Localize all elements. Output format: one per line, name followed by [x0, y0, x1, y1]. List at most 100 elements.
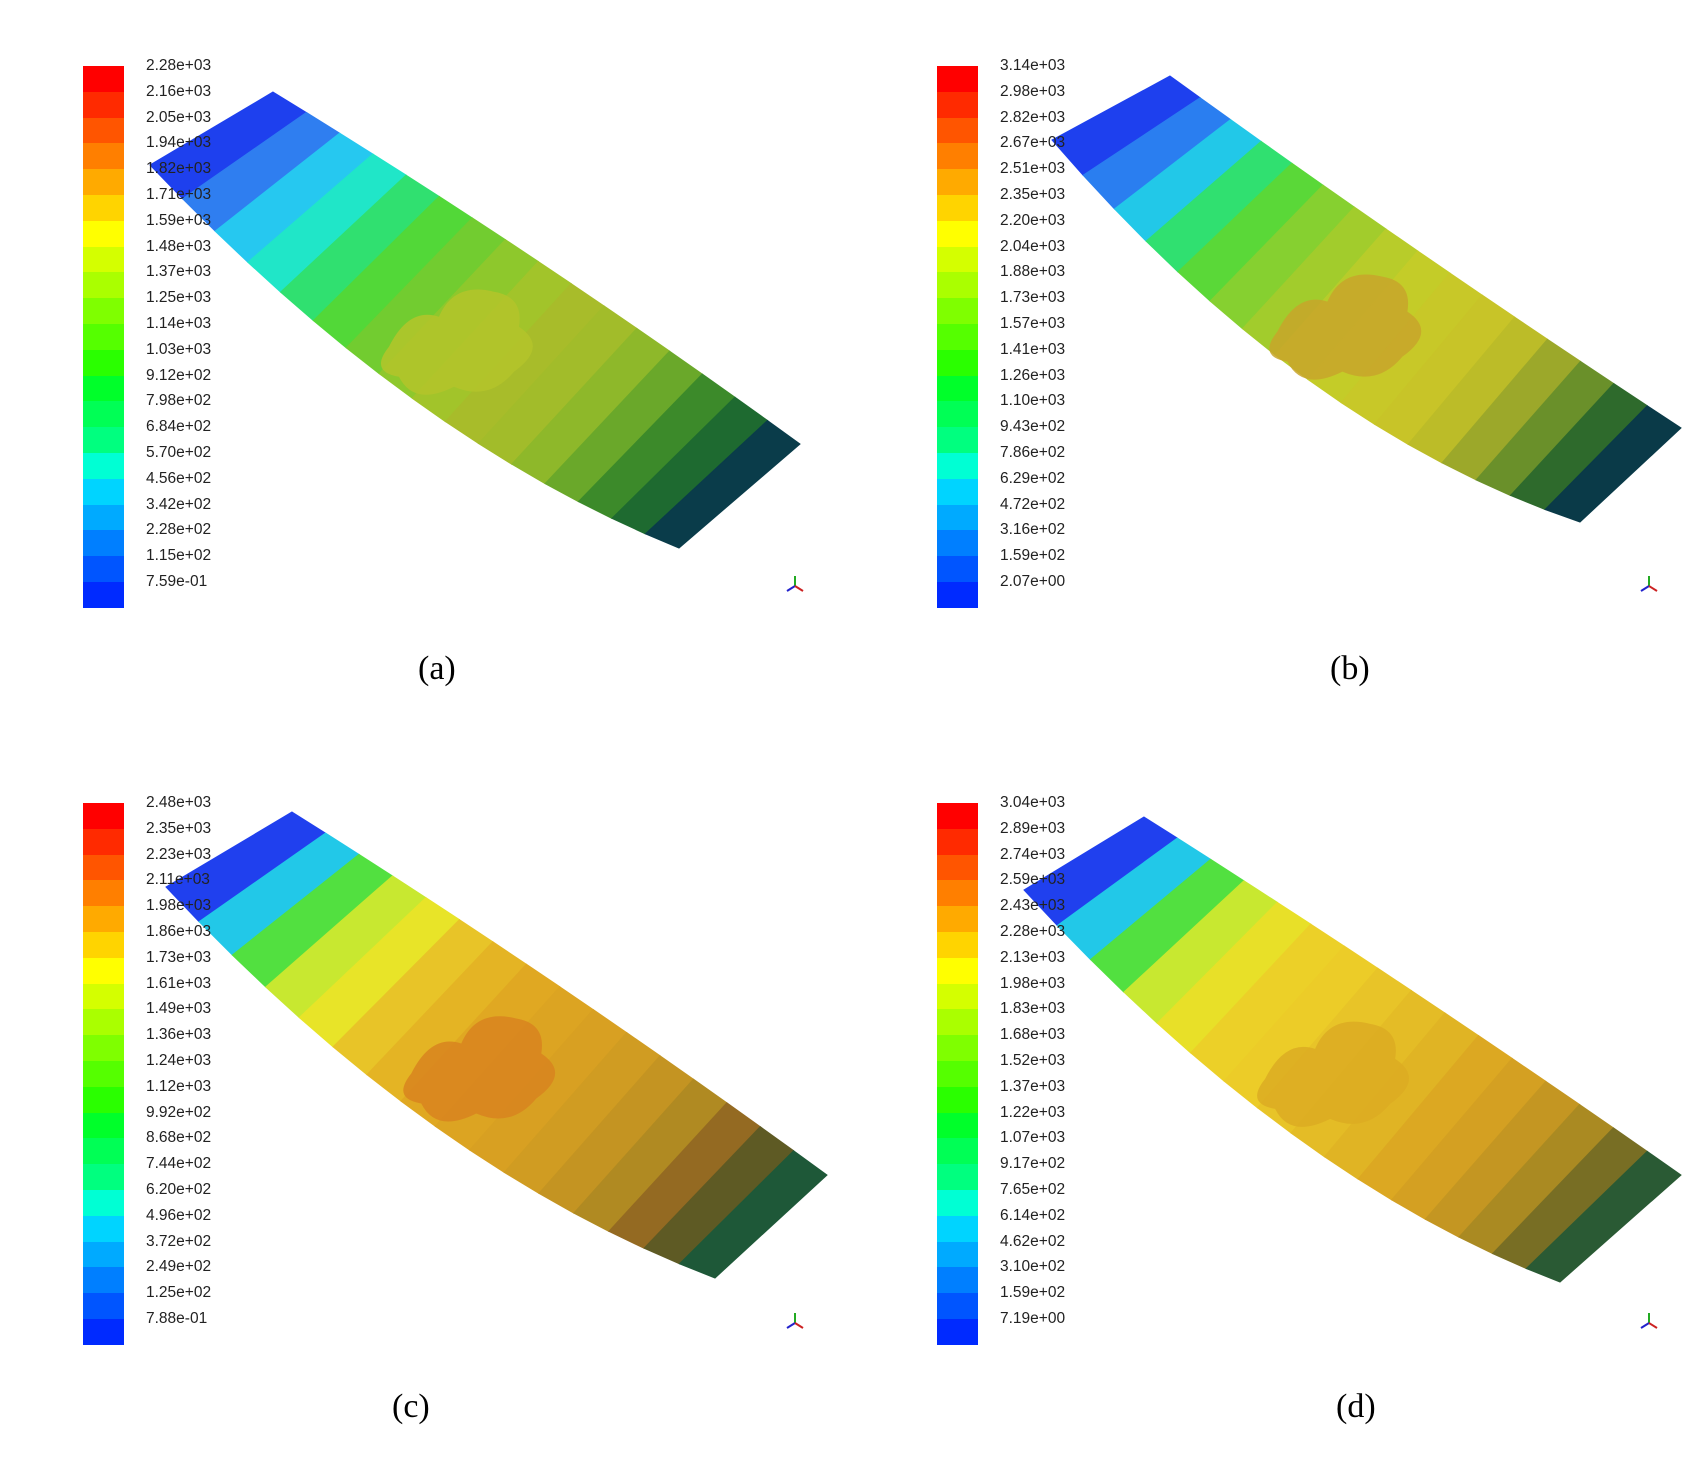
legend-swatch — [937, 880, 978, 907]
legend-swatch — [83, 828, 124, 855]
legend-label: 9.43e+02 — [1000, 418, 1066, 436]
legend-label: 2.07e+00 — [1000, 573, 1066, 590]
legend-label: 1.98e+03 — [1000, 974, 1066, 992]
legend-swatch — [937, 195, 978, 221]
legend-label: 7.59e-01 — [146, 573, 208, 590]
contour-patch — [380, 289, 533, 395]
legend-label: 3.14e+03 — [1000, 57, 1066, 74]
legend-swatch — [83, 478, 124, 505]
legend-label: 6.20e+02 — [146, 1181, 212, 1198]
legend-label: 3.04e+03 — [1000, 794, 1066, 811]
legend-label: 9.17e+02 — [1000, 1155, 1066, 1173]
legend-swatch — [937, 932, 978, 958]
legend-swatch — [83, 1138, 124, 1165]
legend-label: 1.37e+03 — [1000, 1077, 1066, 1095]
legend-label: 1.71e+03 — [146, 186, 212, 203]
legend-swatch — [937, 246, 978, 273]
contour-panel-b: 3.14e+03 2.98e+03 2.82e+03 2.67e+03 2.51e+03… — [854, 0, 1708, 737]
legend-swatch — [937, 375, 978, 402]
legend-swatch — [937, 272, 978, 299]
legend-swatch — [83, 66, 124, 92]
legend-swatch — [83, 195, 124, 221]
legend-label: 2.35e+03 — [1000, 186, 1066, 203]
legend-swatch — [83, 556, 124, 583]
legend-label: 2.35e+03 — [146, 819, 212, 837]
legend-swatch — [83, 854, 124, 881]
legend-swatch — [83, 1319, 124, 1345]
legend-label: 1.14e+03 — [146, 315, 212, 332]
contour-patch — [1257, 1021, 1409, 1127]
legend-swatch — [937, 1164, 978, 1191]
legend-label: 7.86e+02 — [1000, 444, 1066, 461]
legend-label: 2.28e+02 — [146, 521, 212, 539]
legend-label: 2.20e+03 — [1000, 211, 1066, 229]
legend-swatch — [937, 220, 978, 247]
blade-surface — [1023, 816, 1682, 1283]
legend-label: 1.57e+03 — [1000, 315, 1066, 332]
legend-label: 1.25e+03 — [146, 289, 212, 307]
contour-band — [1544, 405, 1682, 523]
legend-swatch — [83, 803, 124, 829]
legend-swatch — [937, 582, 978, 608]
legend-swatch — [937, 1035, 978, 1062]
legend-swatch — [937, 1190, 978, 1216]
legend-label: 6.29e+02 — [1000, 469, 1066, 487]
legend-swatch — [937, 117, 978, 144]
axis-triad-icon — [1639, 574, 1659, 594]
legend-label: 1.41e+03 — [1000, 340, 1066, 358]
axis-triad-icon — [1639, 1311, 1659, 1331]
legend-swatch — [83, 272, 124, 299]
legend-label: 1.15e+02 — [146, 547, 212, 565]
legend-swatch — [937, 143, 978, 170]
legend-label: 6.84e+02 — [146, 418, 212, 436]
legend-swatch — [83, 246, 124, 273]
legend-label: 2.13e+03 — [1000, 948, 1066, 966]
legend-label: 2.28e+03 — [1000, 923, 1066, 940]
legend-swatch — [83, 1112, 124, 1139]
legend-swatch — [83, 349, 124, 376]
legend-label: 1.03e+03 — [146, 340, 212, 358]
legend-label: 1.59e+02 — [1000, 547, 1066, 565]
legend-swatch — [83, 324, 124, 350]
legend-swatch — [83, 169, 124, 196]
legend-label: 4.96e+02 — [146, 1206, 212, 1224]
legend-swatch — [937, 1267, 978, 1294]
panel-caption: (a) — [418, 650, 456, 687]
legend-label: 1.26e+03 — [1000, 366, 1066, 384]
legend-swatch — [83, 906, 124, 933]
legend-swatch — [937, 854, 978, 881]
blade-surface — [1051, 75, 1682, 523]
legend-label: 7.88e-01 — [146, 1310, 208, 1327]
legend-swatch — [937, 1293, 978, 1320]
legend-label: 7.44e+02 — [146, 1155, 212, 1173]
legend-swatch — [937, 1086, 978, 1113]
legend-swatch — [937, 478, 978, 505]
legend-label: 1.68e+03 — [1000, 1026, 1066, 1044]
legend-label: 4.72e+02 — [1000, 495, 1066, 513]
legend-label: 7.98e+02 — [146, 392, 212, 410]
legend-label: 7.19e+00 — [1000, 1310, 1066, 1327]
legend-swatch — [83, 983, 124, 1010]
legend-label: 1.12e+03 — [146, 1077, 212, 1095]
legend-swatch — [937, 1241, 978, 1268]
legend-label: 1.73e+03 — [1000, 289, 1066, 307]
legend-label: 4.56e+02 — [146, 469, 212, 487]
legend-label: 1.88e+03 — [1000, 263, 1066, 281]
legend-label: 6.14e+02 — [1000, 1206, 1066, 1224]
legend-label: 1.73e+03 — [146, 948, 212, 966]
legend-swatch — [937, 828, 978, 855]
legend-swatch — [83, 582, 124, 608]
legend-label: 1.25e+02 — [146, 1284, 212, 1302]
legend-swatch — [937, 803, 978, 829]
legend-label: 1.61e+03 — [146, 974, 212, 992]
legend-label: 2.48e+03 — [146, 794, 212, 811]
legend-label: 2.49e+02 — [146, 1258, 212, 1276]
blade-surface — [165, 811, 828, 1279]
legend-label: 2.89e+03 — [1000, 819, 1066, 837]
legend-swatch — [937, 66, 978, 92]
legend-swatch — [83, 932, 124, 958]
legend-label: 1.22e+03 — [1000, 1103, 1066, 1121]
legend-swatch — [83, 1061, 124, 1087]
legend-label: 1.86e+03 — [146, 923, 212, 940]
legend-swatch — [937, 401, 978, 428]
